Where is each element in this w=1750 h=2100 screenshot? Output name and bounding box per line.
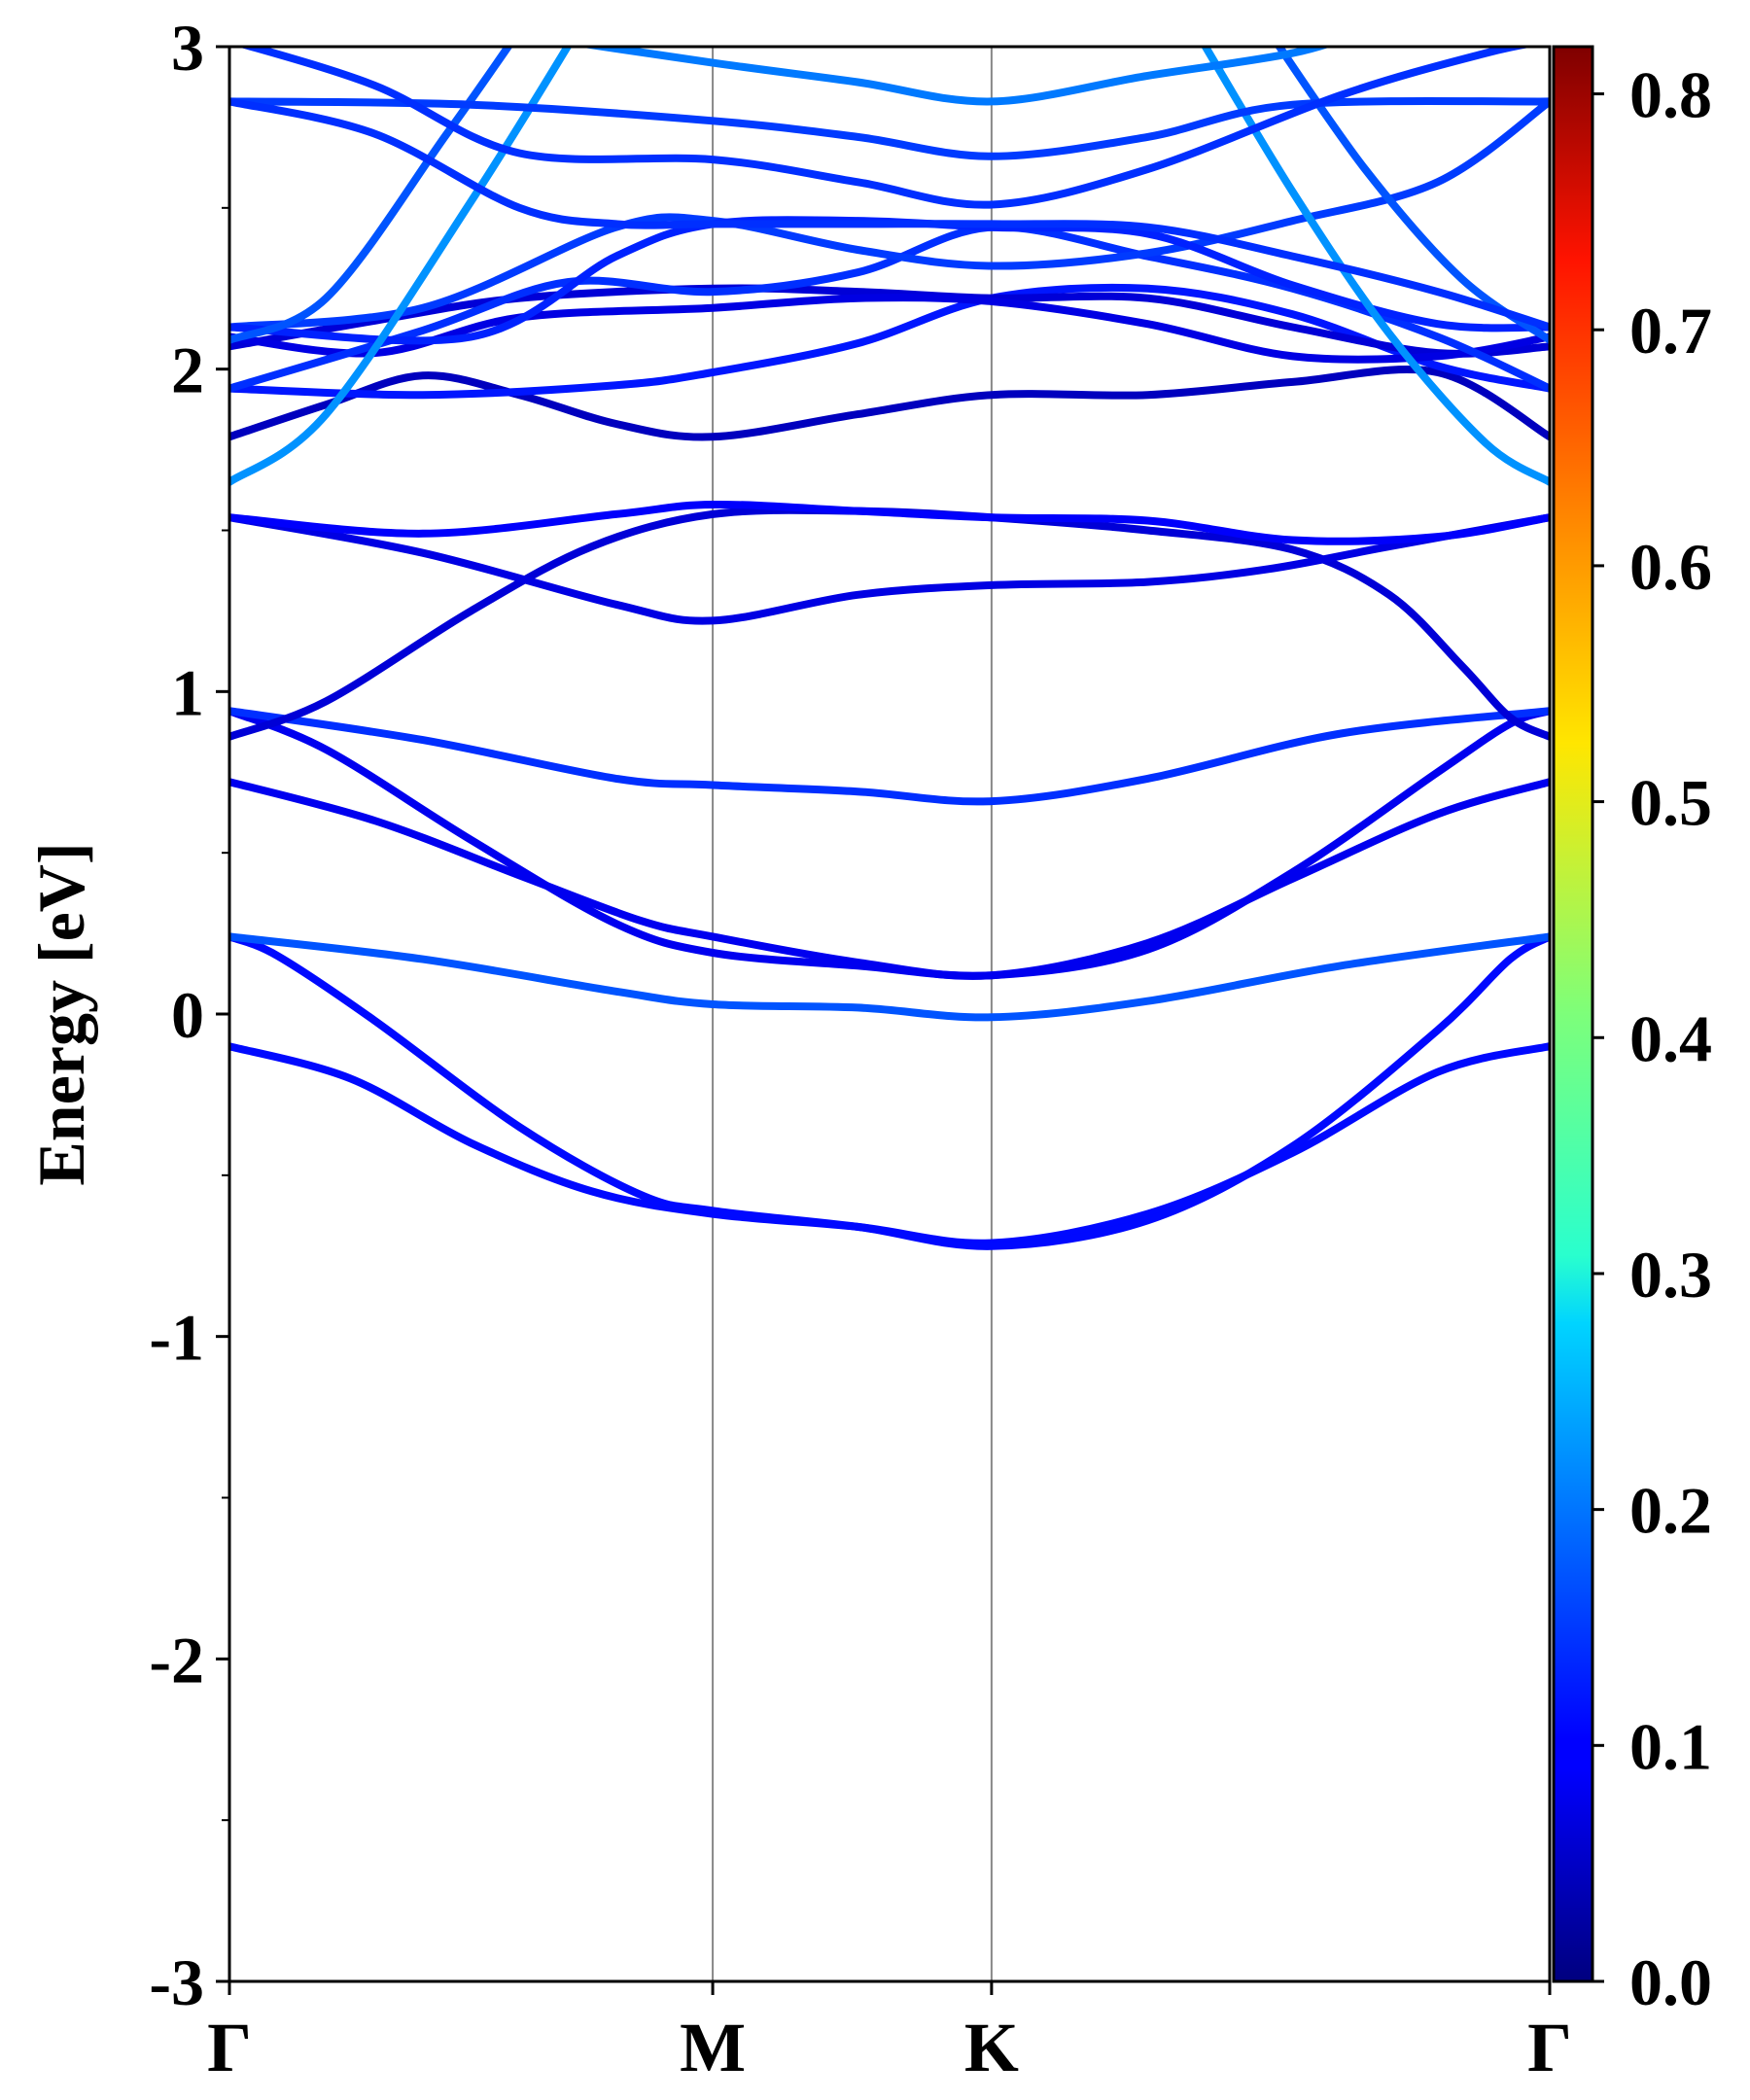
colorbar-tick-label: 0.0 xyxy=(1629,1945,1712,2019)
y-tick-label: 0 xyxy=(171,978,204,1052)
band-21 xyxy=(229,96,1550,160)
colorbar xyxy=(1552,45,1594,1983)
colorbar-tick-label: 0.4 xyxy=(1629,1001,1712,1075)
colorbar-tick-label: 0.6 xyxy=(1629,530,1712,604)
colorbar-tick-label: 0.1 xyxy=(1629,1709,1712,1783)
colorbar-ticks: 0.0 0.1 0.2 0.3 0.4 0.5 0.6 0.7 0.8 xyxy=(1592,58,1712,2019)
band-5 xyxy=(229,707,1550,980)
band-1 xyxy=(229,1042,1550,1247)
y-tick-label: -2 xyxy=(149,1623,204,1697)
kpoint-label: M xyxy=(680,2009,746,2086)
band-3 xyxy=(229,932,1550,1022)
band-9 xyxy=(229,500,1550,545)
y-tick-label: 3 xyxy=(171,11,204,85)
band-22 xyxy=(229,97,1550,332)
y-tick-label: 2 xyxy=(171,333,204,407)
band-lines xyxy=(229,47,1550,1250)
band-8 xyxy=(229,513,1550,625)
y-tick-label: -3 xyxy=(149,1945,204,2019)
y-axis-title: Energy [eV] xyxy=(24,842,98,1185)
colorbar-tick-label: 0.3 xyxy=(1629,1238,1712,1312)
kpoint-label: Γ xyxy=(1527,2009,1572,2086)
colorbar-tick-label: 0.2 xyxy=(1629,1474,1712,1548)
band-19 xyxy=(1201,47,1550,486)
band-23 xyxy=(237,47,1535,209)
band-6 xyxy=(229,707,1550,806)
colorbar-tick-label: 0.7 xyxy=(1629,294,1712,368)
band-10 xyxy=(229,366,1550,441)
colorbar-tick-label: 0.5 xyxy=(1629,766,1712,840)
band-15 xyxy=(229,97,1550,332)
band-18 xyxy=(229,47,573,486)
kpoint-label: K xyxy=(964,2009,1019,2086)
band-11 xyxy=(229,283,1550,400)
band-17 xyxy=(229,47,513,344)
y-tick-label: 1 xyxy=(171,655,204,729)
y-tick-label: -1 xyxy=(149,1301,204,1375)
kpoint-label: Γ xyxy=(207,2009,252,2086)
band-24 xyxy=(577,47,1332,106)
y-axis-ticks: -3 -2 -1 0 1 2 3 xyxy=(149,11,229,2019)
band-2 xyxy=(229,932,1550,1250)
colorbar-tick-label: 0.8 xyxy=(1629,58,1712,132)
